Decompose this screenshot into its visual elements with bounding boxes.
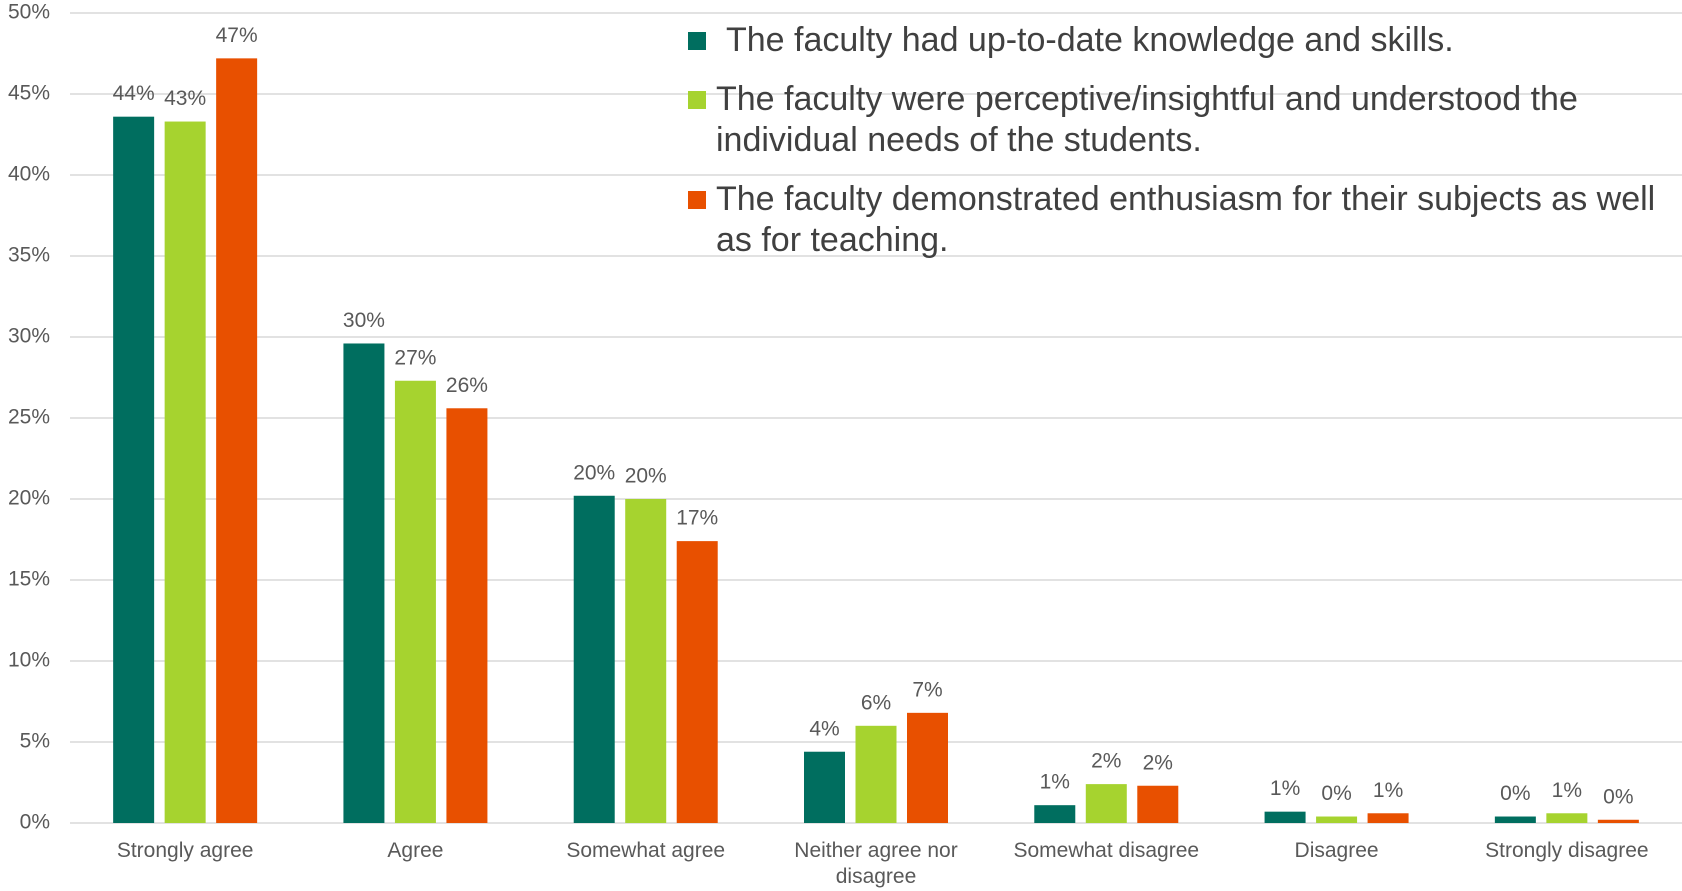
legend-item: The faculty demonstrated enthusiasm for …	[686, 179, 1682, 261]
x-tick-label: Somewhat agree	[566, 839, 726, 862]
bar	[343, 343, 385, 823]
bar	[446, 408, 488, 823]
data-label: 47%	[216, 24, 258, 47]
bar	[1034, 805, 1076, 823]
data-label: 6%	[861, 691, 891, 714]
data-label: 4%	[809, 717, 839, 740]
y-tick-label: 35%	[8, 244, 50, 267]
data-label: 1%	[1270, 777, 1300, 800]
bar	[1367, 813, 1409, 823]
data-label: 43%	[164, 87, 206, 110]
legend-item: The faculty had up-to-date knowledge and…	[686, 20, 1682, 61]
bar	[1494, 816, 1536, 823]
y-tick-label: 10%	[8, 649, 50, 672]
x-tick-label: Disagree	[1294, 839, 1379, 862]
legend-item: The faculty were perceptive/insightful a…	[686, 79, 1682, 161]
bar	[625, 499, 667, 823]
legend-label: The faculty demonstrated enthusiasm for …	[716, 180, 1656, 259]
legend-swatch	[688, 91, 706, 109]
data-label: 2%	[1143, 751, 1173, 774]
bar	[1597, 819, 1639, 823]
bar	[1316, 816, 1358, 823]
x-tick-label: Strongly disagree	[1485, 839, 1649, 862]
legend-label: The faculty had up-to-date knowledge and…	[726, 21, 1454, 59]
data-label: 7%	[912, 678, 942, 701]
y-tick-label: 40%	[8, 163, 50, 186]
data-label: 1%	[1040, 771, 1070, 794]
bar	[855, 725, 897, 823]
y-tick-label: 20%	[8, 487, 50, 510]
x-tick-label: Neither agree nor disagree	[794, 839, 958, 888]
data-label: 0%	[1603, 785, 1633, 808]
data-label: 27%	[394, 346, 436, 369]
data-label: 20%	[625, 465, 667, 488]
x-tick-label: Strongly agree	[116, 839, 254, 862]
data-label: 2%	[1091, 750, 1121, 773]
data-label: 0%	[1321, 782, 1351, 805]
bar	[394, 380, 436, 823]
bar	[573, 495, 615, 823]
bar	[1137, 785, 1179, 823]
data-label: 17%	[676, 507, 718, 530]
data-label: 20%	[573, 461, 615, 484]
bar	[216, 58, 258, 824]
bar	[1546, 813, 1588, 823]
x-tick-label: Agree	[387, 839, 444, 862]
data-label: 0%	[1500, 782, 1530, 805]
bar	[676, 541, 718, 823]
bar	[1264, 811, 1306, 823]
data-label: 1%	[1552, 779, 1582, 802]
y-tick-label: 25%	[8, 406, 50, 429]
x-tick-label: Somewhat disagree	[1013, 839, 1200, 862]
bar	[1085, 784, 1127, 823]
bar	[804, 751, 845, 823]
y-tick-label: 0%	[20, 811, 50, 834]
y-tick-label: 5%	[20, 730, 50, 753]
bar	[113, 116, 155, 824]
bar	[907, 712, 948, 823]
y-tick-label: 50%	[8, 1, 50, 24]
data-label: 26%	[446, 374, 488, 397]
data-label: 30%	[343, 309, 385, 332]
legend: The faculty had up-to-date knowledge and…	[686, 20, 1682, 261]
legend-label: The faculty were perceptive/insightful a…	[716, 80, 1578, 159]
legend-swatch	[688, 32, 706, 50]
y-tick-label: 45%	[8, 82, 50, 105]
data-label: 1%	[1373, 779, 1403, 802]
data-label: 44%	[113, 82, 155, 105]
bar	[164, 121, 206, 824]
y-tick-label: 15%	[8, 568, 50, 591]
y-tick-label: 30%	[8, 325, 50, 348]
legend-swatch	[688, 191, 706, 209]
